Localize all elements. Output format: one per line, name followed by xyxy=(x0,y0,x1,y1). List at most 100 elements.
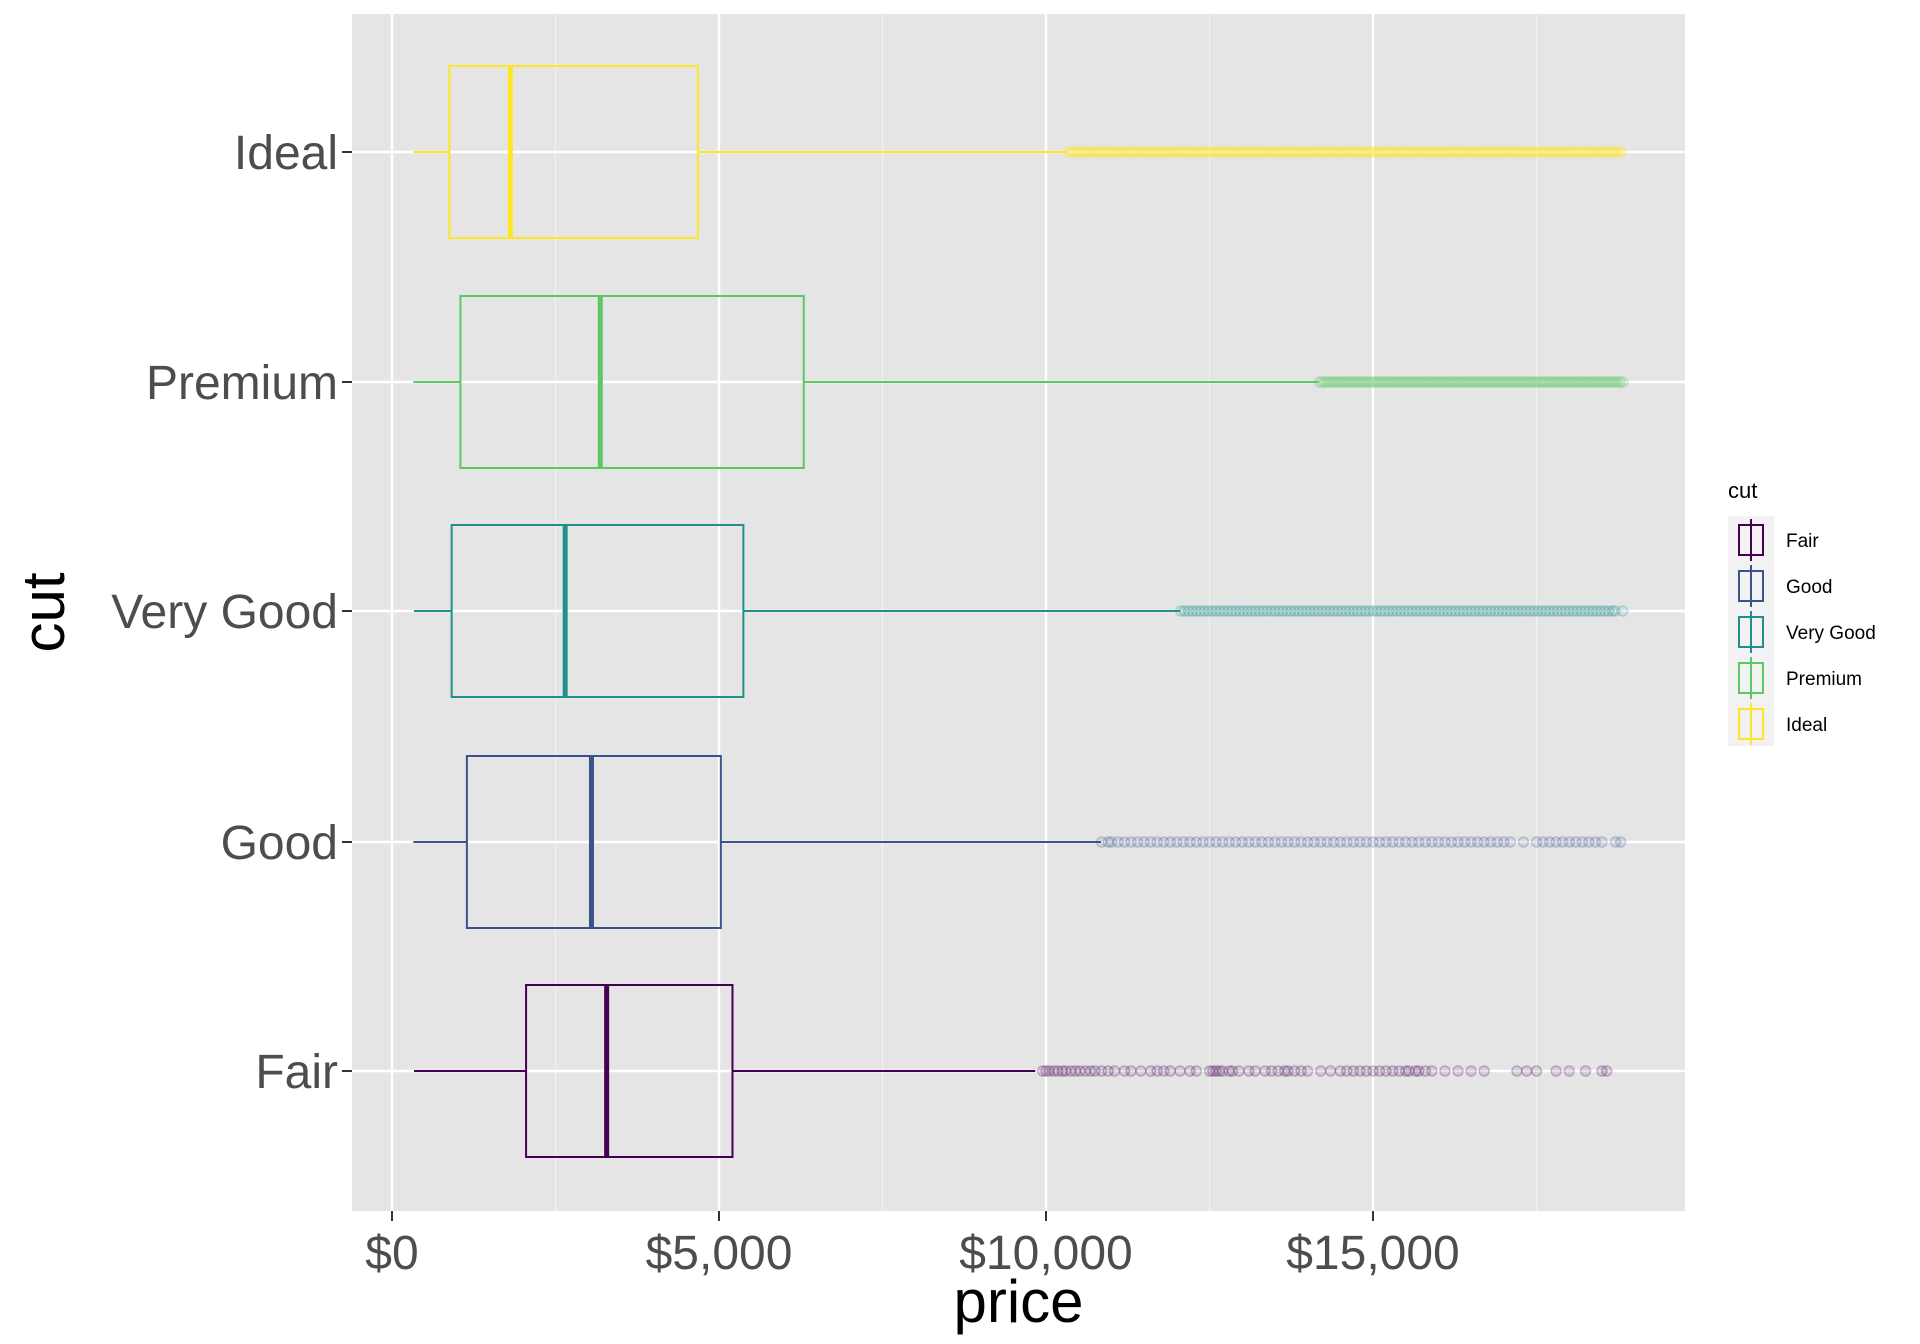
outlier-point xyxy=(1320,605,1332,617)
outlier-point xyxy=(1399,376,1412,388)
outlier-point xyxy=(1151,146,1163,158)
outlier-point xyxy=(1331,146,1344,158)
y-tick-label: Very Good xyxy=(111,586,338,639)
outlier-point xyxy=(1287,146,1299,158)
outlier-point xyxy=(1216,1065,1229,1077)
outlier-point xyxy=(1075,146,1088,158)
outlier-point xyxy=(1575,605,1587,617)
outlier-point xyxy=(1609,605,1621,617)
outlier-point xyxy=(1471,836,1484,848)
outlier-point xyxy=(1250,146,1263,158)
outlier-point xyxy=(1276,146,1289,158)
outlier-point xyxy=(1203,1065,1216,1077)
outlier-point xyxy=(1460,376,1472,388)
outlier-point xyxy=(1080,146,1093,158)
outlier-point xyxy=(1436,146,1449,158)
outlier-point xyxy=(1484,605,1497,617)
outlier-point xyxy=(1065,1065,1077,1077)
outlier-point xyxy=(1036,1065,1049,1077)
outlier-point xyxy=(1342,146,1354,158)
outlier-point xyxy=(1498,836,1510,848)
outlier-point xyxy=(1258,146,1271,158)
outlier-point xyxy=(1190,605,1203,617)
outlier-point xyxy=(1481,376,1493,388)
outlier-point xyxy=(1180,146,1192,158)
y-tick-label: Fair xyxy=(255,1046,338,1099)
outlier-point xyxy=(1426,1065,1438,1077)
outlier-point xyxy=(1556,146,1569,158)
outlier-point xyxy=(1535,376,1548,388)
outlier-point xyxy=(1240,146,1252,158)
outlier-point xyxy=(1324,376,1336,388)
legend-label: Fair xyxy=(1786,531,1819,552)
outlier-point xyxy=(1224,146,1237,158)
outlier-point xyxy=(1530,376,1543,388)
boxplot-good xyxy=(413,755,1627,929)
plot-panel xyxy=(352,14,1685,1211)
outlier-point xyxy=(1118,836,1131,848)
outlier-point xyxy=(1384,376,1396,388)
outlier-point xyxy=(1114,146,1127,158)
outlier-point xyxy=(1329,376,1341,388)
x-axis-title: price xyxy=(953,1268,1083,1335)
outlier-point xyxy=(1410,376,1422,388)
outlier-point xyxy=(1337,376,1349,388)
outlier-point xyxy=(1301,836,1314,848)
outlier-point xyxy=(1563,1065,1575,1077)
outlier-point xyxy=(1585,376,1598,388)
outlier-point xyxy=(1118,1065,1131,1077)
outlier-point xyxy=(1579,1065,1592,1077)
outlier-point xyxy=(1528,376,1540,388)
outlier-point xyxy=(1365,376,1378,388)
outlier-point xyxy=(1069,1065,1082,1077)
outlier-point xyxy=(1229,146,1242,158)
outlier-point xyxy=(1609,146,1621,158)
outlier-point xyxy=(1428,376,1441,388)
outlier-point xyxy=(1248,146,1260,158)
legend-title: cut xyxy=(1728,478,1757,503)
outlier-point xyxy=(1488,605,1501,617)
outlier-point xyxy=(1575,146,1587,158)
outlier-point xyxy=(1363,376,1375,388)
outlier-point xyxy=(1571,605,1583,617)
outlier-point xyxy=(1433,146,1446,158)
outlier-point xyxy=(1368,376,1381,388)
outlier-point xyxy=(1186,605,1199,617)
outlier-point xyxy=(1367,1065,1379,1077)
outlier-point xyxy=(1265,1065,1278,1077)
outlier-point xyxy=(1083,146,1095,158)
outlier-point xyxy=(1253,146,1265,158)
outlier-point xyxy=(1559,605,1572,617)
outlier-point xyxy=(1360,376,1373,388)
outlier-point xyxy=(1188,146,1200,158)
outlier-point xyxy=(1154,146,1166,158)
outlier-point xyxy=(1308,836,1320,848)
outlier-point xyxy=(1125,146,1137,158)
outlier-point xyxy=(1216,836,1229,848)
box xyxy=(450,524,745,698)
outlier-point xyxy=(1454,146,1467,158)
outlier-point xyxy=(1603,146,1616,158)
outlier-point xyxy=(1157,836,1170,848)
outlier-point xyxy=(1601,376,1613,388)
outlier-point xyxy=(1316,605,1328,617)
outlier-point xyxy=(1321,146,1333,158)
outlier-point xyxy=(1441,605,1454,617)
outlier-point xyxy=(1380,836,1392,848)
outlier-point xyxy=(1218,605,1230,617)
outlier-point xyxy=(1169,146,1182,158)
outlier-point xyxy=(1543,146,1556,158)
outlier-point xyxy=(1483,376,1496,388)
outlier-point xyxy=(1430,605,1442,617)
outlier-point xyxy=(1337,146,1349,158)
outlier-point xyxy=(1284,146,1297,158)
outlier-point xyxy=(1249,605,1262,617)
outlier-point xyxy=(1157,1065,1170,1077)
outlier-point xyxy=(1418,146,1430,158)
outlier-point xyxy=(1381,376,1394,388)
outlier-point xyxy=(1288,605,1301,617)
outlier-point xyxy=(1418,605,1430,617)
outlier-point xyxy=(1089,1065,1101,1077)
outlier-point xyxy=(1609,376,1621,388)
outlier-point xyxy=(1164,146,1177,158)
